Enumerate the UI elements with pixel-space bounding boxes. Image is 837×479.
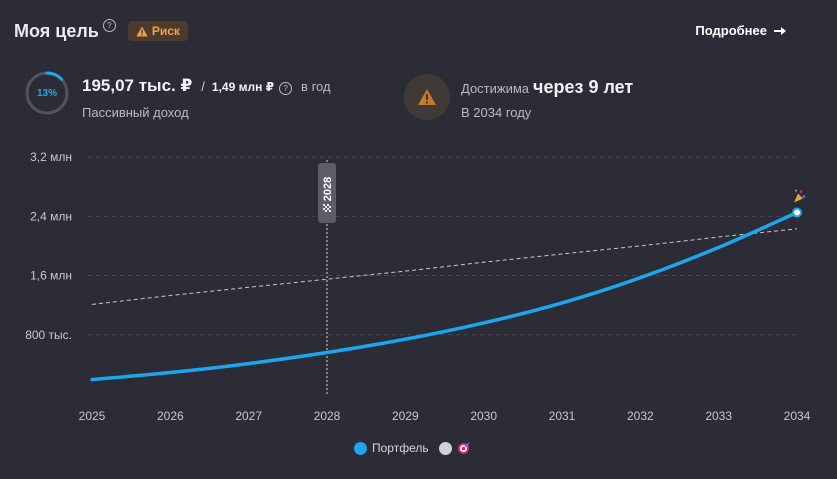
y-tick-label: 1,6 млн bbox=[30, 269, 72, 283]
confetti-dot bbox=[802, 195, 806, 198]
warning-icon bbox=[418, 89, 436, 105]
reach-caption: В 2034 году bbox=[461, 105, 532, 120]
income-separator: / bbox=[201, 79, 205, 94]
progress-percent: 13% bbox=[36, 87, 57, 99]
growth-chart: 800 тыс. 1,6 млн 2,4 млн 3,2 млн 2025 2026 202… bbox=[25, 150, 811, 423]
income-summary: 195,07 тыс. ₽ / 1,49 млн ₽ ? в год bbox=[82, 76, 331, 96]
portfolio-end-point bbox=[792, 207, 802, 218]
reach-summary: Достижима через 9 лет bbox=[461, 77, 633, 98]
chart-legend: Портфель bbox=[354, 441, 470, 455]
income-current: 195,07 тыс. ₽ bbox=[82, 76, 193, 95]
page-title: Моя цель bbox=[14, 20, 99, 41]
income-period: в год bbox=[301, 79, 331, 94]
marker-year-label: 2028 bbox=[322, 177, 334, 201]
checkered-flag-icon bbox=[323, 204, 331, 212]
arrow-right-icon bbox=[774, 26, 786, 35]
details-link-label: Подробнее bbox=[695, 23, 767, 38]
y-tick-label: 2,4 млн bbox=[30, 209, 72, 223]
details-link[interactable]: Подробнее bbox=[695, 23, 787, 38]
progress-arc bbox=[25, 71, 69, 115]
legend-label: Портфель bbox=[372, 441, 429, 455]
reach-value: через 9 лет bbox=[533, 77, 634, 97]
goal-header: Моя цель ? Риск bbox=[14, 18, 188, 44]
portfolio-line bbox=[90, 210, 799, 382]
progress-ring bbox=[25, 71, 69, 115]
legend-item-portfolio[interactable]: Портфель bbox=[354, 441, 429, 455]
help-icon[interactable]: ? bbox=[102, 18, 116, 32]
legend-dot bbox=[438, 441, 452, 455]
x-tick-label: 2026 bbox=[157, 409, 184, 423]
x-tick-label: 2031 bbox=[549, 409, 576, 423]
reach-label: Достижима bbox=[461, 81, 530, 96]
income-caption: Пассивный доход bbox=[82, 105, 189, 120]
y-tick-label: 800 тыс. bbox=[25, 328, 72, 342]
income-target: 1,49 млн ₽ bbox=[211, 80, 275, 94]
x-tick-label: 2025 bbox=[79, 409, 106, 423]
x-tick-label: 2033 bbox=[705, 409, 732, 423]
goal-line bbox=[91, 228, 798, 305]
risk-badge[interactable]: Риск bbox=[127, 21, 188, 41]
party-popper-icon bbox=[794, 193, 803, 203]
confetti-dot bbox=[794, 189, 798, 192]
target-icon bbox=[457, 442, 470, 454]
x-tick-label: 2028 bbox=[314, 409, 341, 423]
confetti-dot bbox=[799, 190, 803, 193]
help-icon[interactable]: ? bbox=[279, 82, 293, 95]
x-tick-label: 2029 bbox=[392, 409, 419, 423]
y-tick-label: 3,2 млн bbox=[30, 150, 72, 164]
x-tick-label: 2027 bbox=[235, 409, 262, 423]
warning-circle bbox=[404, 74, 450, 120]
legend-item-goal[interactable] bbox=[438, 441, 470, 455]
legend-dot bbox=[354, 441, 367, 455]
x-tick-label: 2034 bbox=[784, 409, 811, 423]
risk-badge-label: Риск bbox=[151, 24, 180, 38]
warning-icon bbox=[136, 26, 148, 36]
x-tick-label: 2032 bbox=[627, 409, 654, 423]
marker-flag bbox=[318, 163, 336, 223]
x-tick-label: 2030 bbox=[470, 409, 497, 423]
